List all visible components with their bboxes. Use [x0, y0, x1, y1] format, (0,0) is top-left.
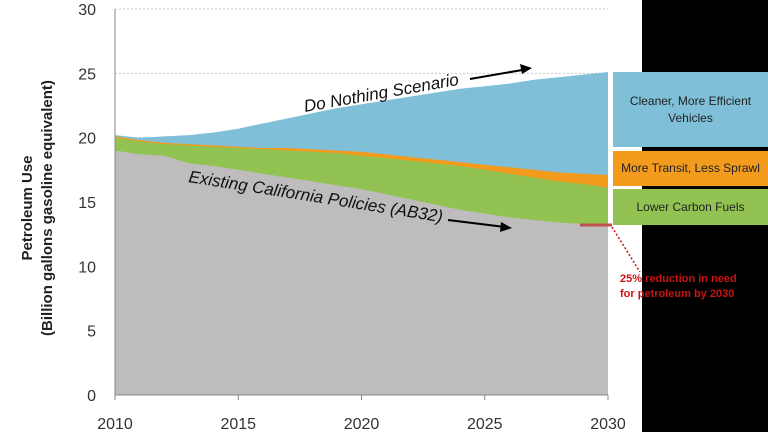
x-tick-label: 2020	[344, 416, 380, 432]
existing-policies-arrow	[447, 219, 506, 228]
y-tick-label: 10	[78, 259, 96, 276]
reduction-annotation: 25% reduction in need for petroleum by 2…	[620, 273, 737, 301]
y-tick-label: 0	[87, 388, 96, 405]
x-tick-label: 2025	[467, 416, 503, 432]
y-axis-label-line2: (Billion gallons gasoline equivalent)	[39, 80, 56, 336]
x-tick-labels: 2010 2015 2020 2025 2030	[97, 416, 626, 432]
y-tick-label: 20	[78, 131, 96, 148]
area-existing	[115, 150, 608, 395]
y-tick-label: 15	[78, 195, 96, 212]
y-tick-label: 30	[78, 2, 96, 19]
y-tick-labels: 0 5 10 15 20 25 30	[78, 2, 96, 405]
x-tick-label: 2015	[220, 416, 256, 432]
legend-lower-carbon-fuels-label: Lower Carbon Fuels	[636, 199, 745, 214]
x-tick-label: 2010	[97, 416, 133, 432]
do-nothing-arrowhead	[520, 64, 532, 74]
legend-cleaner-vehicles: Cleaner, More Efficient Vehicles	[613, 72, 768, 147]
y-tick-label: 25	[78, 66, 96, 83]
do-nothing-arrow	[469, 68, 529, 80]
y-tick-label: 5	[87, 324, 96, 341]
axes	[114, 9, 609, 400]
legend-lower-carbon-fuels: Lower Carbon Fuels	[613, 189, 768, 225]
stacked-areas	[115, 72, 608, 395]
existing-policies-arrowhead	[500, 222, 512, 232]
x-tick-label: 2030	[590, 416, 626, 432]
reduction-dotted-line	[611, 226, 641, 273]
legend-cleaner-vehicles-label: Cleaner, More Efficient Vehicles	[629, 94, 752, 125]
legend-more-transit-label: More Transit, Less Sprawl	[621, 161, 760, 176]
legend-more-transit: More Transit, Less Sprawl	[613, 151, 768, 186]
y-axis-label-line1: Petroleum Use	[19, 155, 36, 260]
